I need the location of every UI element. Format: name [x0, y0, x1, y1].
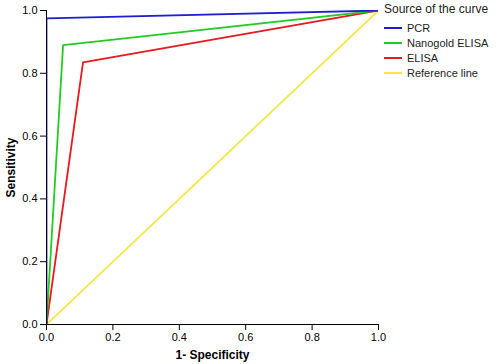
svg-text:0.8: 0.8: [22, 67, 37, 79]
svg-text:0.6: 0.6: [238, 331, 253, 343]
svg-text:0.6: 0.6: [22, 130, 37, 142]
svg-text:0.2: 0.2: [105, 331, 120, 343]
svg-text:1.0: 1.0: [22, 4, 37, 16]
svg-text:1.0: 1.0: [371, 331, 386, 343]
html-text:Reference line: Reference line: [407, 66, 478, 79]
svg-text:0.4: 0.4: [172, 331, 187, 343]
html-text:PCR: PCR: [407, 21, 431, 34]
html-text:Source of the curve: Source of the curve: [384, 2, 489, 16]
html-text:Nanogold ELISA: Nanogold ELISA: [407, 36, 489, 49]
svg-text:0.4: 0.4: [22, 192, 37, 204]
svg-text:0.0: 0.0: [39, 331, 54, 343]
svg-text:0.0: 0.0: [22, 318, 37, 330]
html-text:ELISA: ELISA: [407, 51, 439, 64]
svg-text:0.8: 0.8: [304, 331, 319, 343]
svg-text:Sensitivity: Sensitivity: [4, 137, 18, 197]
svg-text:1- Specificity: 1- Specificity: [175, 348, 249, 362]
svg-text:0.2: 0.2: [22, 255, 37, 267]
